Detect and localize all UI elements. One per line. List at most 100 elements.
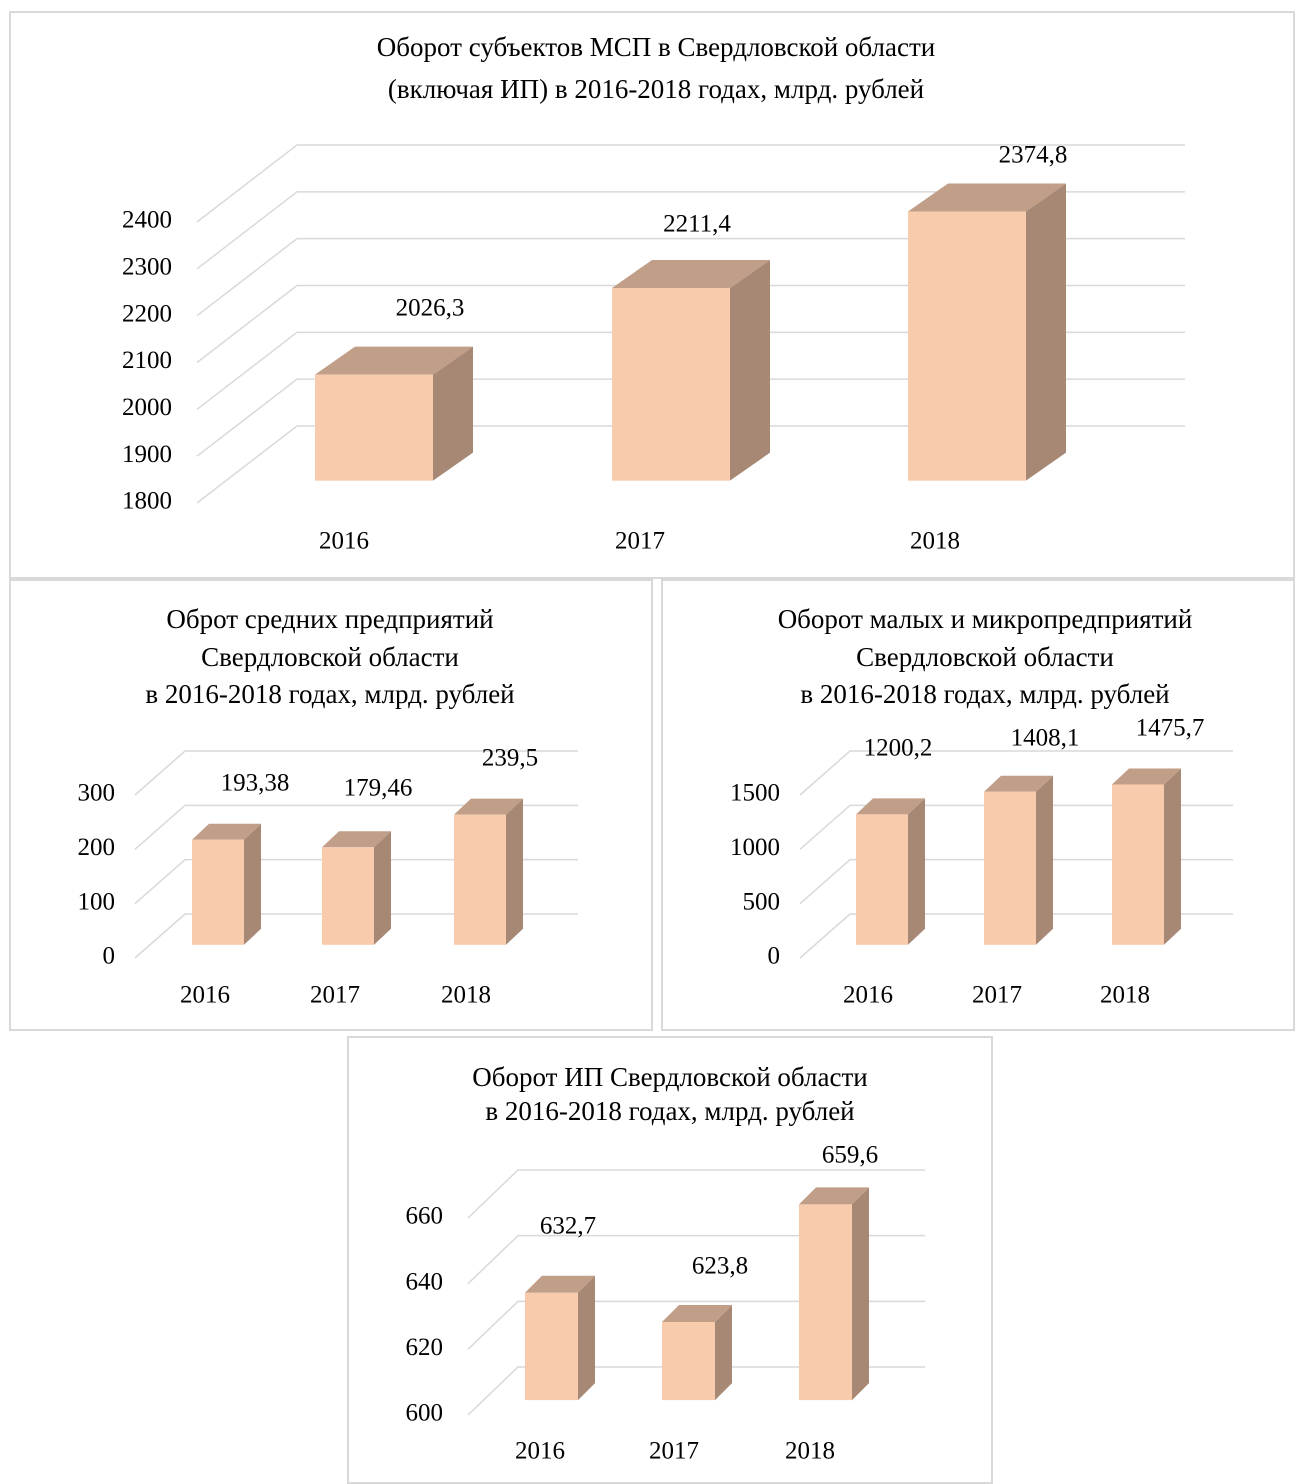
chart-title: Оборот ИП Свердловской области — [472, 1062, 867, 1092]
bar-front — [612, 287, 730, 481]
bar-side — [852, 1187, 869, 1401]
bar-top — [454, 798, 523, 815]
chart-title: Свердловской области — [856, 642, 1114, 672]
grid-line — [799, 750, 1233, 796]
bar-side — [1026, 183, 1066, 481]
bar-side — [1036, 775, 1053, 945]
x-tick-label: 2018 — [1100, 982, 1150, 1009]
bar-front — [799, 1204, 852, 1401]
y-tick-label: 1800 — [122, 488, 172, 515]
bar-side — [506, 798, 523, 945]
x-tick-label: 2017 — [310, 982, 360, 1009]
y-tick-label: 1000 — [730, 834, 780, 861]
chart-title: в 2016-2018 годах, млрд. рублей — [485, 1096, 854, 1126]
bar-side — [374, 831, 391, 945]
y-tick-label: 1900 — [122, 441, 172, 468]
grid-line — [799, 804, 1233, 850]
grid-line — [196, 331, 1185, 410]
bar-front — [662, 1321, 715, 1401]
x-tick-label: 2016 — [843, 982, 893, 1009]
grid-line — [196, 425, 1185, 504]
chart-title: Оброт средних предприятий — [166, 604, 493, 634]
x-tick-label: 2017 — [615, 528, 665, 555]
bar-top — [799, 1187, 869, 1205]
x-tick-label: 2018 — [441, 982, 491, 1009]
bar-front — [454, 814, 506, 945]
bar-top — [1112, 768, 1181, 785]
y-tick-label: 500 — [743, 888, 781, 915]
value-label: 1200,2 — [864, 735, 933, 762]
value-label: 239,5 — [482, 745, 538, 772]
y-tick-label: 600 — [406, 1400, 444, 1427]
x-tick-label: 2016 — [515, 1438, 565, 1465]
bar-top — [662, 1304, 732, 1322]
grid-line — [467, 1234, 925, 1285]
bar-side — [908, 798, 925, 945]
bar-top — [908, 183, 1066, 212]
x-tick-label: 2018 — [910, 528, 960, 555]
chart-title: в 2016-2018 годах, млрд. рублей — [800, 679, 1169, 709]
grid-line — [799, 913, 1233, 959]
y-tick-label: 2200 — [122, 300, 172, 327]
bar-top — [525, 1275, 595, 1293]
bar-front — [856, 814, 908, 945]
grid-line — [134, 913, 578, 959]
value-label: 193,38 — [221, 770, 290, 797]
value-label: 2211,4 — [663, 211, 731, 238]
grid-line — [467, 1169, 925, 1219]
chart-title: Свердловской области — [201, 642, 459, 672]
grid-line — [134, 858, 578, 905]
bar-top — [322, 831, 391, 848]
y-tick-label: 0 — [103, 943, 116, 970]
panel — [347, 1036, 993, 1484]
bar-top — [192, 823, 261, 840]
bar-front — [1112, 784, 1164, 945]
y-tick-label: 0 — [768, 943, 781, 970]
y-tick-label: 300 — [78, 780, 116, 807]
bar-front — [315, 374, 433, 481]
bar-top — [612, 259, 770, 288]
bar-top — [856, 798, 925, 815]
grid-line — [467, 1300, 925, 1350]
bar-front — [525, 1292, 578, 1401]
value-label: 2026,3 — [396, 295, 465, 322]
bar-top — [315, 346, 473, 375]
value-label: 632,7 — [540, 1213, 596, 1240]
x-tick-label: 2016 — [319, 528, 369, 555]
bar-front — [322, 847, 374, 945]
grid-line — [196, 284, 1185, 364]
y-tick-label: 2100 — [122, 347, 172, 374]
x-tick-label: 2017 — [972, 982, 1022, 1009]
y-tick-label: 660 — [406, 1203, 444, 1230]
bar-front — [192, 839, 244, 945]
value-label: 1408,1 — [1011, 725, 1080, 752]
chart-title: Оборот субъектов МСП в Свердловской обла… — [377, 32, 935, 62]
bar-side — [730, 259, 770, 481]
chart-title: (включая ИП) в 2016-2018 годах, млрд. ру… — [388, 74, 924, 104]
bar-side — [715, 1304, 732, 1401]
y-tick-label: 2300 — [122, 254, 172, 281]
grid-line — [799, 858, 1233, 905]
grid-line — [196, 378, 1185, 457]
grid-line — [134, 750, 578, 796]
chart-title: в 2016-2018 годах, млрд. рублей — [145, 679, 514, 709]
value-label: 2374,8 — [999, 142, 1068, 169]
bar-side — [578, 1275, 595, 1401]
bar-front — [984, 791, 1036, 945]
grid-line — [467, 1366, 925, 1416]
y-tick-label: 100 — [78, 888, 116, 915]
bar-side — [433, 346, 473, 481]
grid-line — [134, 804, 578, 850]
bar-front — [908, 211, 1026, 481]
grid-line — [196, 237, 1185, 317]
grid-line — [196, 191, 1185, 270]
value-label: 659,6 — [822, 1142, 878, 1169]
y-tick-label: 620 — [406, 1334, 444, 1361]
y-tick-label: 200 — [78, 834, 116, 861]
value-label: 1475,7 — [1136, 715, 1205, 742]
bar-side — [1164, 768, 1181, 945]
bar-top — [984, 775, 1053, 792]
y-tick-label: 1500 — [730, 780, 780, 807]
y-tick-label: 2000 — [122, 394, 172, 421]
